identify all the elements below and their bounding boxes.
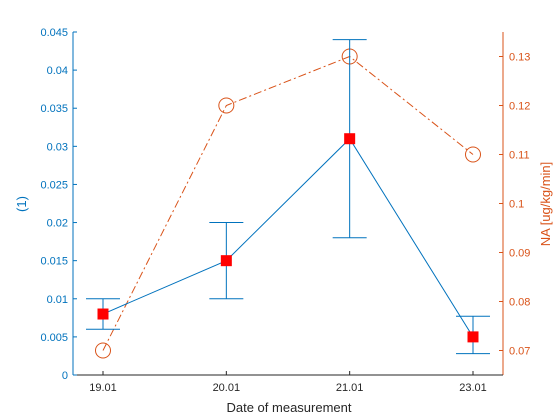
- y-tick-label-right: 0.07: [509, 346, 530, 358]
- series-left: [86, 39, 490, 355]
- series-left-point: [97, 308, 109, 320]
- tick-labels: 0 0.005 0.01 0.015 0.02 0.025 0.03 0.035 0.04 0.0…: [40, 27, 530, 394]
- series-right-point: [465, 146, 481, 163]
- series-right-line: [102, 55, 474, 351]
- series-right: [95, 48, 481, 359]
- y-tick-label-right: 0.13: [509, 52, 530, 64]
- x-tick-label: 23.01: [459, 382, 487, 394]
- y-axis-label-left: (1): [14, 196, 29, 212]
- x-axis-label: Date of measurement: [226, 400, 351, 415]
- y-tick-label-left: 0.04: [47, 65, 68, 77]
- axes: [72, 31, 504, 376]
- x-tick-label: 21.01: [336, 382, 364, 394]
- y-tick-label-left: 0.015: [40, 256, 68, 268]
- y-tick-label-right: 0.1: [509, 199, 524, 211]
- y-tick-label-right: 0.08: [509, 297, 530, 309]
- y-tick-label-left: 0.025: [40, 179, 68, 191]
- y-tick-label-left: 0.035: [40, 103, 68, 115]
- series-left-point: [467, 331, 479, 343]
- y-axis-label-right: NA [ug/kg/min]: [538, 162, 553, 247]
- x-tick-label: 20.01: [213, 382, 241, 394]
- y-tick-label-right: 0.12: [509, 101, 530, 113]
- series-left-line: [102, 137, 474, 338]
- y-tick-label-left: 0.03: [47, 141, 68, 153]
- y-tick-label-left: 0.005: [40, 332, 68, 344]
- y-tick-label-right: 0.09: [509, 248, 530, 260]
- y-tick-label-left: 0.045: [40, 27, 68, 39]
- series-left-point: [344, 133, 356, 145]
- series-right-point: [218, 97, 235, 114]
- x-tick-label: 19.01: [89, 382, 117, 394]
- y-tick-label-left: 0.02: [47, 218, 68, 230]
- series-left-point: [220, 255, 232, 267]
- y-tick-label-left: 0: [62, 370, 68, 382]
- y-tick-label-right: 0.11: [509, 150, 530, 162]
- series-right-point: [95, 342, 111, 359]
- y-tick-label-left: 0.01: [47, 294, 68, 306]
